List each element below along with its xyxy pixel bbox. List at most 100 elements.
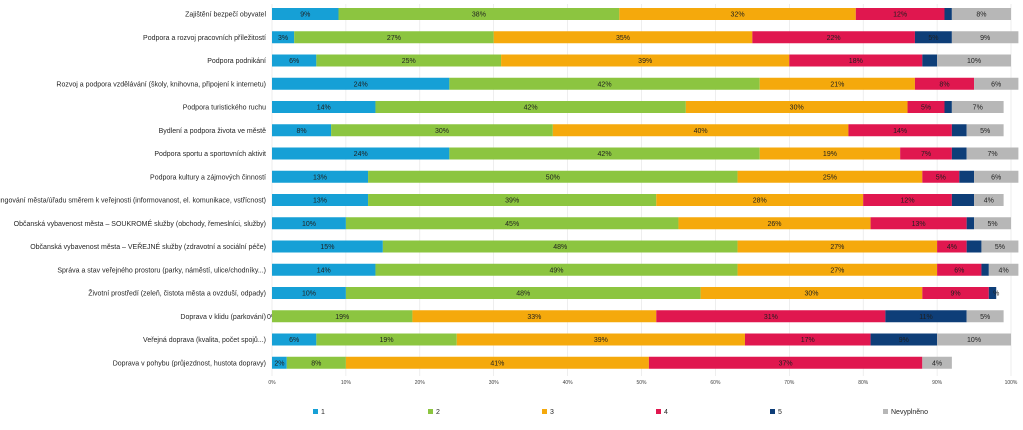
bar-segment: [744, 333, 871, 346]
bar-segment: [981, 263, 989, 276]
data-label: 4%: [984, 198, 994, 205]
data-label: 6%: [289, 337, 299, 344]
data-label: 4%: [999, 267, 1009, 274]
data-label: 24%: [354, 151, 368, 158]
data-label: 8%: [311, 360, 321, 367]
data-label: 8%: [976, 12, 986, 19]
category-label: Veřejná doprava (kvalita, počet spojů...…: [143, 336, 266, 344]
data-label: 6%: [289, 58, 299, 65]
data-label: 30%: [790, 105, 804, 112]
bar-segment: [331, 124, 553, 137]
category-label: Fungování města/úřadu směrem k veřejnost…: [0, 198, 266, 205]
bar-segment: [951, 8, 1011, 20]
data-label: 42%: [598, 151, 612, 158]
bar-segment: [272, 194, 369, 206]
data-label: 5%: [980, 314, 990, 321]
data-label: 40%: [694, 128, 708, 135]
bar-segment: [974, 77, 1019, 90]
legend-label: 1: [321, 409, 325, 416]
data-label: 35%: [616, 35, 630, 42]
legend: 1 2 3 4 5 Nevyplněno: [313, 409, 928, 416]
bar-segment: [272, 124, 332, 137]
bar-segment: [937, 333, 1011, 346]
bar-segment: [685, 101, 908, 113]
category-label: Občanská vybavenost města – SOUKROMÉ slu…: [14, 219, 266, 228]
bar-segment: [345, 217, 679, 230]
bar-segment: [272, 310, 413, 323]
bar-segment: [412, 310, 657, 323]
category-label: Podpora kultury a zájmových činností: [150, 174, 266, 181]
data-label: 13%: [912, 221, 926, 228]
bar-segment: [863, 194, 952, 206]
data-label: 5%: [987, 221, 997, 228]
legend-label: 2: [436, 409, 440, 416]
bar-segment: [944, 8, 952, 20]
bar-segment: [272, 170, 369, 183]
category-labels: Zajištění bezpečí obyvatel Podpora a rozv…: [0, 12, 266, 368]
bar-segment: [752, 31, 915, 44]
legend-swatch: [770, 409, 775, 414]
legend-swatch: [542, 409, 547, 414]
bar-segment: [345, 356, 649, 369]
bar-segment: [974, 217, 1011, 230]
bar-segment: [988, 287, 997, 299]
bar-segment: [272, 31, 295, 44]
x-tick-label: 100%: [1005, 380, 1018, 386]
legend-swatch: [656, 409, 661, 414]
bar-segment: [286, 356, 346, 369]
bar-segment: [937, 240, 967, 253]
category-label: Podpora sportu a sportovních aktivit: [154, 151, 266, 158]
data-label: 18%: [849, 58, 863, 65]
data-label: 50%: [546, 174, 560, 181]
data-label: 4%: [932, 360, 942, 367]
bar-segment: [981, 240, 1019, 253]
category-label: Občanská vybavenost města – VEŘEJNÉ služ…: [30, 242, 266, 251]
data-label: 7%: [987, 151, 997, 158]
bar-segment: [338, 8, 620, 20]
data-label: 42%: [598, 81, 612, 88]
data-label: 49%: [550, 267, 564, 274]
bar-segment: [272, 147, 450, 160]
bar-segment: [988, 263, 1019, 276]
data-label: 21%: [830, 81, 844, 88]
bar-segment: [937, 54, 1011, 67]
x-tick-label: 80%: [858, 380, 869, 386]
data-label: 5%: [995, 244, 1005, 251]
data-label: 26%: [768, 221, 782, 228]
data-label: 33%: [527, 314, 541, 321]
data-label: 8%: [296, 128, 306, 135]
bar-segment: [966, 147, 1019, 160]
data-label: 17%: [801, 337, 815, 344]
data-label: 9%: [951, 291, 961, 298]
bar-segment: [759, 77, 915, 90]
x-tick-label: 70%: [784, 380, 795, 386]
data-label: 27%: [830, 244, 844, 251]
x-tick-label: 0%: [268, 380, 276, 386]
data-label: 15%: [320, 244, 334, 251]
bar-segment: [907, 101, 945, 113]
data-label: 24%: [354, 81, 368, 88]
data-label: %: [993, 291, 999, 298]
bar-segment: [272, 77, 450, 90]
data-label: 19%: [380, 337, 394, 344]
legend-swatch: [313, 409, 318, 414]
category-label: Doprava v klidu (parkování): [180, 314, 266, 321]
bar-segment: [951, 194, 975, 206]
data-label: 39%: [638, 58, 652, 65]
bar-segment: [966, 240, 982, 253]
data-label: 39%: [505, 198, 519, 205]
bar-segment: [951, 147, 967, 160]
bar-segment: [737, 263, 938, 276]
bar-segment: [272, 356, 287, 369]
legend-label: 5: [778, 409, 782, 416]
category-label: Podpora podnikání: [207, 58, 266, 65]
bar-segment: [345, 287, 701, 299]
data-label: 22%: [827, 35, 841, 42]
data-label: 25%: [402, 58, 416, 65]
data-label: 27%: [830, 267, 844, 274]
bar-segment: [648, 356, 923, 369]
bar-segment: [272, 8, 339, 20]
bar-segment: [974, 170, 1019, 183]
bar-segment: [789, 54, 923, 67]
bar-segment: [272, 287, 346, 299]
